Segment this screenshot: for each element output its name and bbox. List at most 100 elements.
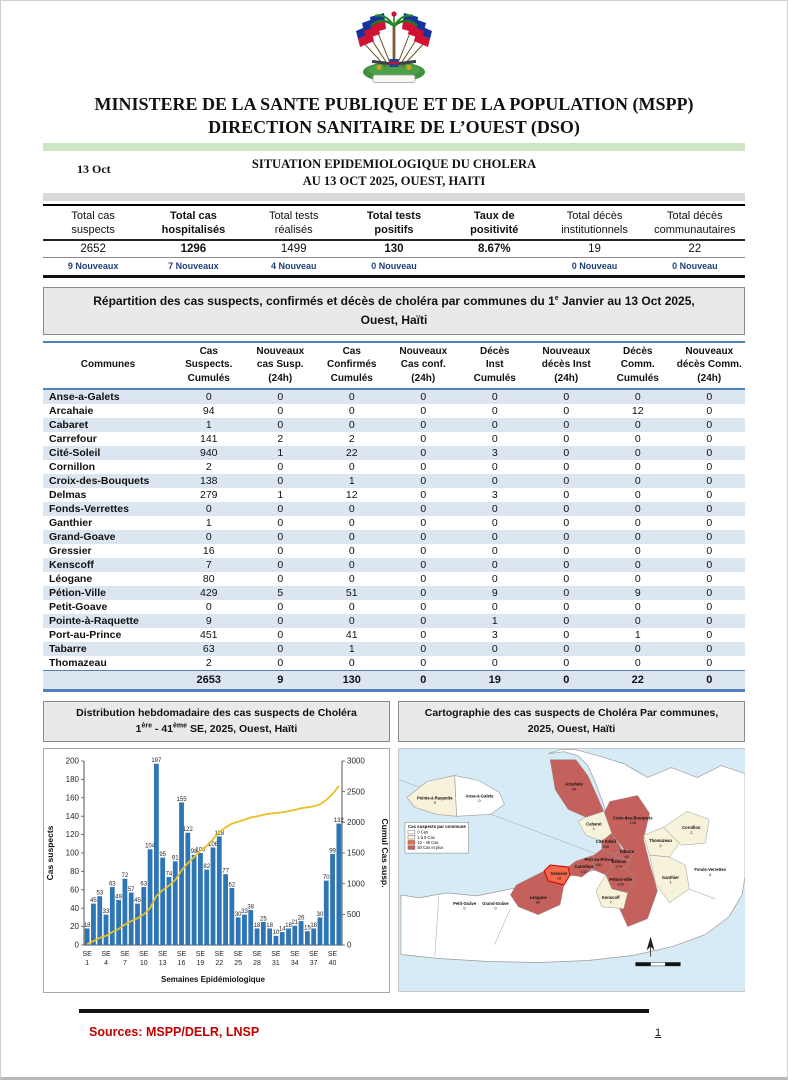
value-cell: 0 xyxy=(348,601,355,614)
value-cell: 0 xyxy=(205,601,212,614)
bar-value-label: 106 xyxy=(208,842,219,848)
summary-card-label: Total tests positifs xyxy=(366,209,422,237)
commune-name-cell: Thomazeau xyxy=(49,657,107,670)
value-cell: 0 xyxy=(277,391,284,404)
bar xyxy=(109,887,115,946)
commune-name-cell: Tabarre xyxy=(49,643,87,656)
bar xyxy=(286,928,291,946)
map-commune-label: Pétion-Ville xyxy=(609,877,632,882)
bar xyxy=(304,931,310,946)
x-tick-prefix: SE xyxy=(328,951,338,958)
commune-name-cell: Pointe-à-Raquette xyxy=(49,615,139,628)
value-cell: 0 xyxy=(563,573,570,586)
column-header: Décès Comm. Cumulés xyxy=(602,340,674,391)
bar xyxy=(141,887,147,946)
y-tick-label-left: 0 xyxy=(75,941,80,950)
value-cell: 0 xyxy=(277,461,284,474)
table-row: Pétion-Ville 429 5 51 0 9 0 9 0 xyxy=(43,586,745,601)
value-cell: 0 xyxy=(277,419,284,432)
total-value-cell: 22 xyxy=(602,670,674,693)
footer-rule xyxy=(79,1009,649,1014)
value-cell: 0 xyxy=(420,405,427,418)
map-commune-value: 0 xyxy=(709,872,712,877)
bar xyxy=(292,925,298,946)
value-cell: 0 xyxy=(205,531,212,544)
value-cell: 0 xyxy=(420,573,427,586)
x-tick-label: 40 xyxy=(329,960,337,967)
legend-swatch xyxy=(407,835,416,840)
value-cell: 0 xyxy=(563,475,570,488)
table-row: Anse-a-Galets 0 0 0 0 0 0 0 0 xyxy=(43,389,745,405)
summary-card-new: 4 Nouveau xyxy=(270,261,317,272)
map-commune-value: 138 xyxy=(629,820,636,825)
page-footer: Sources: MSPP/DELR, LNSP 1 xyxy=(43,1009,745,1069)
bar xyxy=(147,849,153,946)
value-cell: 0 xyxy=(706,461,713,474)
value-cell: 138 xyxy=(199,475,218,488)
chart-title-line2: 1ère - 41ème SE, 2025, Ouest, Haïti xyxy=(135,722,298,736)
value-cell: 41 xyxy=(345,629,358,642)
communes-table-title: Répartition des cas suspects, confirmés … xyxy=(43,287,745,335)
y-tick-label-right: 0 xyxy=(347,941,352,950)
communes-polygons xyxy=(510,759,710,928)
legend-box xyxy=(404,822,469,854)
map-commune-label: Gressier xyxy=(551,871,568,876)
summary-card-new: 0 Nouveau xyxy=(672,261,718,272)
table-row: Pointe-à-Raquette 9 0 0 0 1 0 0 0 xyxy=(43,614,745,629)
table-row: Tabarre 63 0 1 0 0 0 0 0 xyxy=(43,642,745,657)
bar xyxy=(323,880,329,946)
chart-title: Distribution hebdomadaire des cas suspec… xyxy=(43,701,390,743)
value-cell: 0 xyxy=(706,475,713,488)
bar-value-label: 91 xyxy=(172,856,179,862)
value-cell: 0 xyxy=(634,559,641,572)
y-tick-label-left: 200 xyxy=(66,757,80,766)
value-cell: 1 xyxy=(205,517,212,530)
bar-value-label: 14 xyxy=(279,927,286,933)
summary-card-value: 8.67% xyxy=(477,243,511,256)
table-row: Léogane 80 0 0 0 0 0 0 0 xyxy=(43,572,745,586)
map-title: Cartographie des cas suspects de Choléra… xyxy=(398,701,745,743)
bar-value-label: 26 xyxy=(298,916,305,922)
map-commune-value: 141 xyxy=(581,869,588,874)
map-labels: Pointe-à-Raquette9Anse-à-Galets0Arcahaie… xyxy=(417,782,727,911)
bar xyxy=(298,921,304,946)
value-cell: 12 xyxy=(631,405,644,418)
value-cell: 0 xyxy=(491,461,498,474)
value-cell: 0 xyxy=(706,601,713,614)
value-cell: 0 xyxy=(348,573,355,586)
map-commune-label: Ganthier xyxy=(662,875,679,880)
communes-title-text2: Janvier au 13 Oct 2025, xyxy=(558,294,695,309)
bar xyxy=(204,869,210,946)
bar xyxy=(330,853,335,946)
x-tick-label: 19 xyxy=(197,960,205,967)
y-tick-label-right: 1500 xyxy=(347,849,365,858)
map-commune-label: Petit-Goâve xyxy=(453,901,477,906)
total-value-cell: 2653 xyxy=(173,670,245,693)
bar-value-label: 63 xyxy=(140,882,147,888)
bar xyxy=(248,910,254,946)
column-header: Décès Inst Cumulés xyxy=(459,340,531,391)
map-commune-value: 0 xyxy=(464,906,467,911)
summary-card-label: Total décès institutionnels xyxy=(561,209,628,237)
value-cell: 16 xyxy=(202,545,215,558)
column-header: Cas Suspects. Cumulés xyxy=(173,340,245,391)
communes-title-text: Répartition des cas suspects, confirmés … xyxy=(93,294,555,309)
value-cell: 0 xyxy=(706,643,713,656)
commune-gressier xyxy=(543,864,571,886)
bar-value-label: 70 xyxy=(323,875,330,881)
y-tick-label-right: 2000 xyxy=(347,818,365,827)
commune-name-cell: Arcahaie xyxy=(49,405,94,418)
map-commune-value: 16 xyxy=(557,876,562,881)
map-title-line1: Cartographie des cas suspects de Choléra… xyxy=(424,707,719,720)
value-cell: 0 xyxy=(277,545,284,558)
x-axis-title: Semaines Epidémiologique xyxy=(161,975,266,984)
commune-croix-des-bouquets xyxy=(603,795,658,928)
value-cell: 0 xyxy=(706,629,713,642)
scale-bar xyxy=(635,962,681,967)
bar-value-label: 132 xyxy=(334,818,345,824)
bar xyxy=(135,903,140,946)
x-tick-prefix: SE xyxy=(290,951,300,958)
bar xyxy=(172,861,178,946)
value-cell: 0 xyxy=(420,461,427,474)
